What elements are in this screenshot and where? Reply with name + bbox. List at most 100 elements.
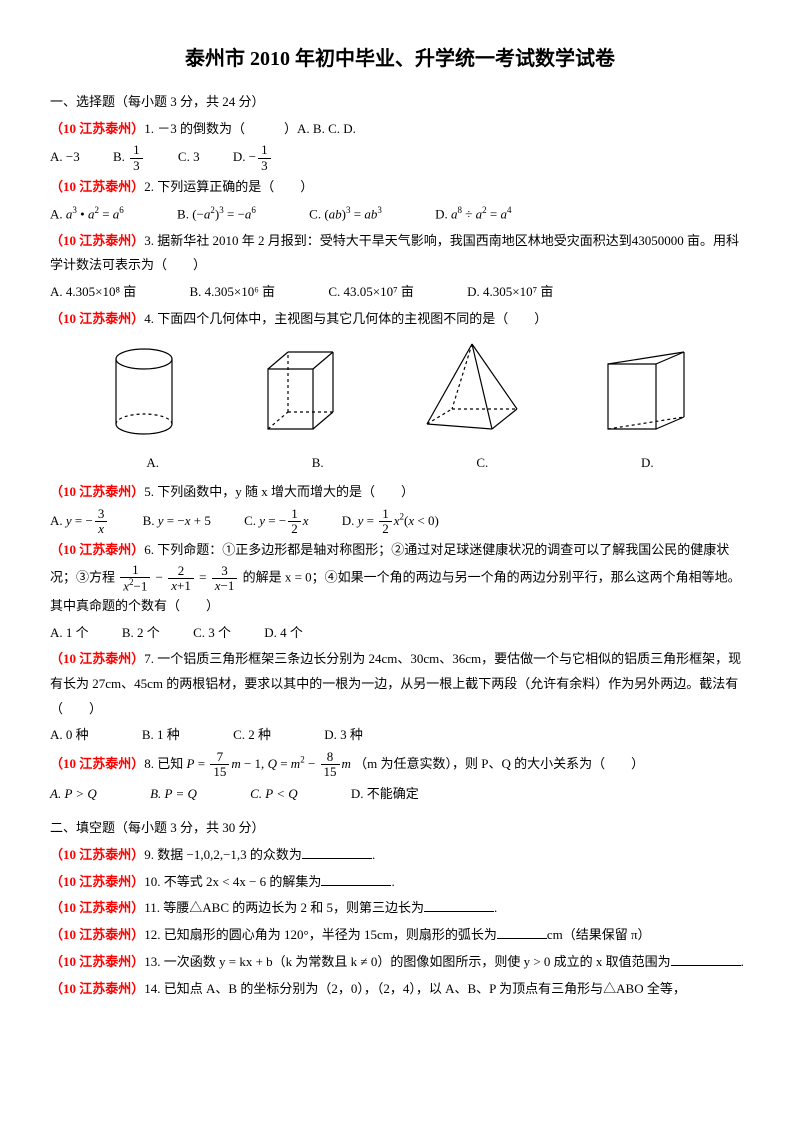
q5-a: A. y = −3x (50, 507, 109, 537)
shape-cube (253, 344, 348, 443)
tag: （10 江苏泰州） (50, 900, 144, 915)
q5: （10 江苏泰州）5. 下列函数中，y 随 x 增大而增大的是（ ） (50, 480, 750, 505)
q11-stem: 11. 等腰△ABC 的两边长为 2 和 5，则第三边长为 (144, 900, 424, 915)
q7-stem: 7. 一个铝质三角形框架三条边长分别为 24cm、30cm、36cm，要估做一个… (50, 651, 741, 715)
q1-c: C. 3 (178, 145, 200, 170)
shape-pyramid (417, 339, 527, 443)
q7-d: D. 3 种 (324, 723, 363, 748)
blank (424, 898, 494, 912)
q13-pre: 13. 一次函数 y = kx + b（k 为常数且 k ≠ 0）的图像如图所示… (144, 954, 670, 969)
page-title: 泰州市 2010 年初中毕业、升学统一考试数学试卷 (50, 40, 750, 78)
q8-options: A. P > Q B. P = Q C. P < Q D. 不能确定 (50, 782, 750, 807)
q1-stem: 1. －3 的倒数为（ ）A. B. C. D. (144, 121, 356, 136)
q6-options: A. 1 个 B. 2 个 C. 3 个 D. 4 个 (50, 621, 750, 646)
q8-c: C. P < Q (250, 782, 298, 807)
q7-a: A. 0 种 (50, 723, 89, 748)
q8-a: A. P > Q (50, 782, 97, 807)
tag: （10 江苏泰州） (50, 179, 144, 194)
q8: （10 江苏泰州）8. 已知 P = 715m − 1, Q = m2 − 81… (50, 750, 750, 780)
q9-stem: 9. 数据 −1,0,2,−1,3 的众数为 (144, 847, 302, 862)
q9: （10 江苏泰州）9. 数据 −1,0,2,−1,3 的众数为. (50, 843, 750, 868)
q6-d: D. 4 个 (264, 621, 303, 646)
q10-stem: 10. 不等式 2x < 4x − 6 的解集为 (144, 874, 321, 889)
q1-d: D. −13 (233, 143, 273, 173)
q2-c: C. (ab)3 = ab3 (309, 202, 382, 227)
blank (497, 925, 547, 939)
cube-icon (253, 344, 348, 439)
section2-header: 二、填空题（每小题 3 分，共 30 分） (50, 816, 750, 841)
tag: （10 江苏泰州） (50, 121, 144, 136)
tag: （10 江苏泰州） (50, 756, 144, 771)
q5-d: D. y = 12x2(x < 0) (342, 507, 439, 537)
q4-labels: A. B. C. D. (70, 451, 730, 476)
q6: （10 江苏泰州）6. 下列命题：①正多边形都是轴对称图形；②通过对足球迷健康状… (50, 538, 750, 618)
q3-d: D. 4.305×10⁷ 亩 (467, 280, 553, 305)
q7-b: B. 1 种 (142, 723, 180, 748)
q8-b: B. P = Q (150, 782, 197, 807)
tag: （10 江苏泰州） (50, 927, 144, 942)
q5-c: C. y = −12x (244, 507, 308, 537)
tag: （10 江苏泰州） (50, 542, 144, 557)
q14: （10 江苏泰州）14. 已知点 A、B 的坐标分别为（2，0），（2，4），以… (50, 977, 750, 1002)
q4-shapes (70, 339, 730, 443)
q10: （10 江苏泰州）10. 不等式 2x < 4x − 6 的解集为. (50, 870, 750, 895)
q3-options: A. 4.305×10⁸ 亩 B. 4.305×10⁶ 亩 C. 43.05×1… (50, 280, 750, 305)
tag: （10 江苏泰州） (50, 847, 144, 862)
tag: （10 江苏泰州） (50, 233, 144, 248)
q2-stem: 2. 下列运算正确的是（ ） (144, 179, 313, 194)
q5-stem: 5. 下列函数中，y 随 x 增大而增大的是（ ） (144, 484, 414, 499)
pyramid-icon (417, 339, 527, 439)
q1-options: A. −3 B. 13 C. 3 D. −13 (50, 143, 750, 173)
tag: （10 江苏泰州） (50, 484, 144, 499)
cylinder-icon (104, 344, 184, 439)
q2-a: A. a3 • a2 = a6 (50, 202, 124, 227)
q7-c: C. 2 种 (233, 723, 271, 748)
prism-icon (596, 344, 696, 439)
tag: （10 江苏泰州） (50, 981, 144, 996)
q1-b: B. 13 (113, 143, 145, 173)
q4: （10 江苏泰州）4. 下面四个几何体中，主视图与其它几何体的主视图不同的是（ … (50, 307, 750, 332)
blank (321, 872, 391, 886)
tag: （10 江苏泰州） (50, 651, 144, 666)
q8-d: D. 不能确定 (351, 782, 419, 807)
q2: （10 江苏泰州）2. 下列运算正确的是（ ） (50, 175, 750, 200)
q5-options: A. y = −3x B. y = −x + 5 C. y = −12x D. … (50, 507, 750, 537)
q3-stem: 3. 据新华社 2010 年 2 月报到：受特大干旱天气影响，我国西南地区林地受… (50, 233, 739, 273)
q12: （10 江苏泰州）12. 已知扇形的圆心角为 120°，半径为 15cm，则扇形… (50, 923, 750, 948)
shape-prism (596, 344, 696, 443)
q3-c: C. 43.05×10⁷ 亩 (328, 280, 414, 305)
q6-a: A. 1 个 (50, 621, 89, 646)
q6-b: B. 2 个 (122, 621, 160, 646)
q2-b: B. (−a2)3 = −a6 (177, 202, 256, 227)
q4-ld: D. (641, 451, 654, 476)
q3-a: A. 4.305×10⁸ 亩 (50, 280, 136, 305)
q14-stem: 14. 已知点 A、B 的坐标分别为（2，0），（2，4），以 A、B、P 为顶… (144, 981, 686, 996)
q8-stem-pre: 8. 已知 (144, 756, 186, 771)
section1-header: 一、选择题（每小题 3 分，共 24 分） (50, 90, 750, 115)
q12-post: cm（结果保留 π） (547, 927, 651, 942)
q7: （10 江苏泰州）7. 一个铝质三角形框架三条边长分别为 24cm、30cm、3… (50, 647, 750, 721)
q4-lc: C. (476, 451, 488, 476)
q1-a: A. −3 (50, 145, 80, 170)
blank (302, 845, 372, 859)
q8-stem-post: （m 为任意实数），则 P、Q 的大小关系为（ ） (354, 756, 644, 771)
tag: （10 江苏泰州） (50, 311, 144, 326)
q4-la: A. (146, 451, 159, 476)
q4-lb: B. (312, 451, 324, 476)
tag: （10 江苏泰州） (50, 874, 144, 889)
q3-b: B. 4.305×10⁶ 亩 (190, 280, 276, 305)
q4-stem: 4. 下面四个几何体中，主视图与其它几何体的主视图不同的是（ ） (144, 311, 547, 326)
q1: （10 江苏泰州）1. －3 的倒数为（ ）A. B. C. D. (50, 117, 750, 142)
q7-options: A. 0 种 B. 1 种 C. 2 种 D. 3 种 (50, 723, 750, 748)
q13: （10 江苏泰州）13. 一次函数 y = kx + b（k 为常数且 k ≠ … (50, 950, 750, 975)
blank (671, 952, 741, 966)
q3: （10 江苏泰州）3. 据新华社 2010 年 2 月报到：受特大干旱天气影响，… (50, 229, 750, 278)
q5-b: B. y = −x + 5 (143, 509, 211, 534)
tag: （10 江苏泰州） (50, 954, 144, 969)
q2-options: A. a3 • a2 = a6 B. (−a2)3 = −a6 C. (ab)3… (50, 202, 750, 227)
q2-d: D. a8 ÷ a2 = a4 (435, 202, 511, 227)
q6-c: C. 3 个 (193, 621, 231, 646)
shape-cylinder (104, 344, 184, 443)
q11: （10 江苏泰州）11. 等腰△ABC 的两边长为 2 和 5，则第三边长为. (50, 896, 750, 921)
q6-stem2: 的解是 x = 0；④如果一个角的两边与另一个角的两边分别平行，那么这两个角相等… (50, 570, 741, 613)
